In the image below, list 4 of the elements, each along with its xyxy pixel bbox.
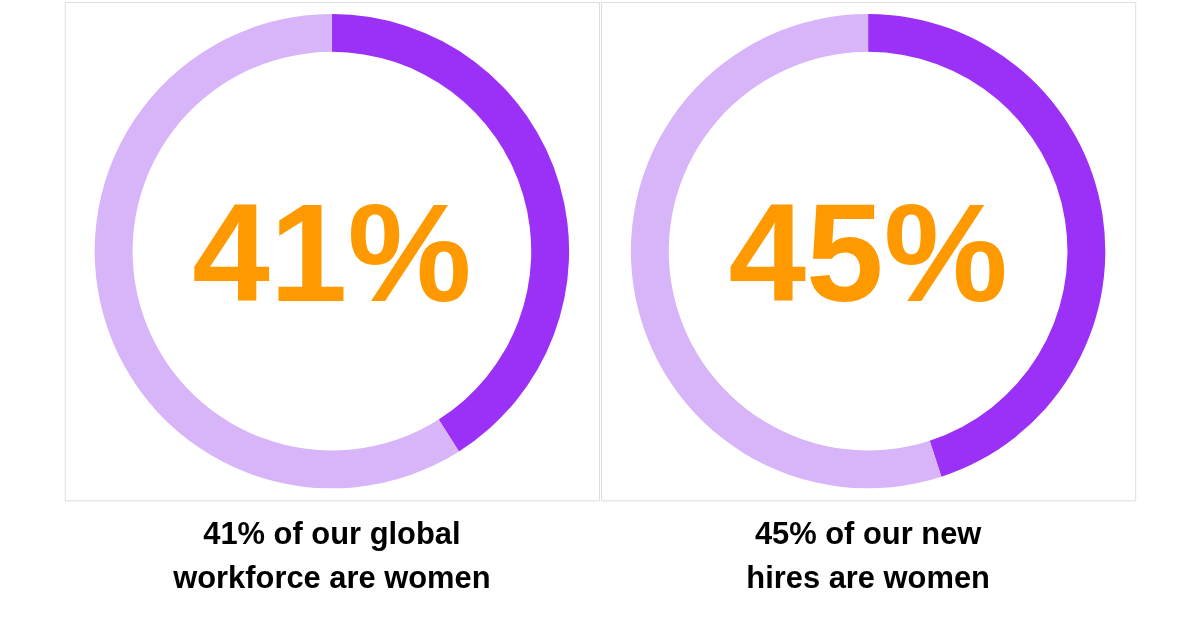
text: 45% of our new hires are women <box>746 516 990 596</box>
text: 41% of our global workforce are women <box>172 516 491 596</box>
text: 45% <box>728 174 1008 331</box>
text: 41% <box>192 174 472 331</box>
